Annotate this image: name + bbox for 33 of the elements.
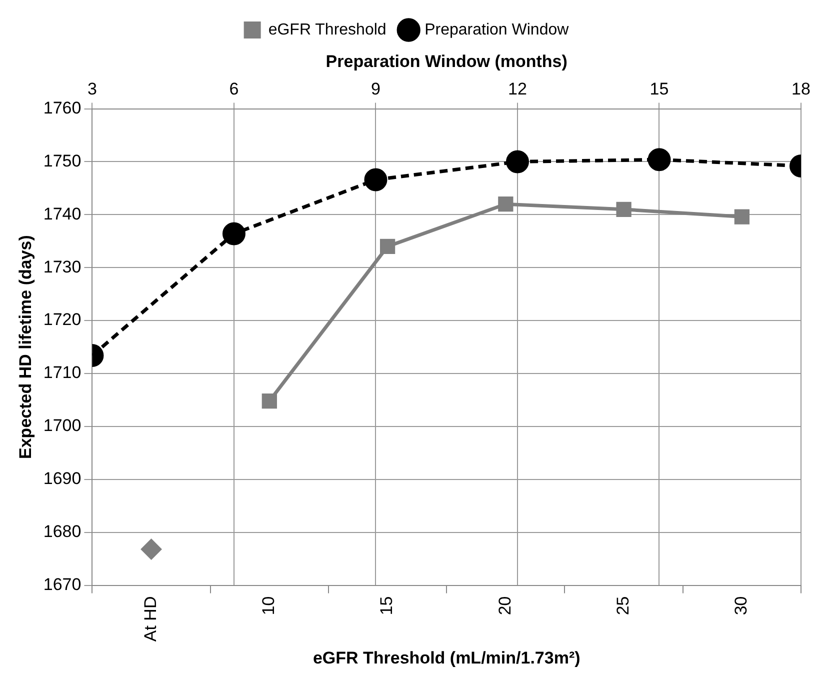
x2-tick-label: 18 — [792, 79, 810, 98]
y-tick-label: 1710 — [43, 363, 82, 382]
x2-tick-label: 6 — [229, 79, 239, 98]
x-tick-label: 20 — [495, 596, 514, 616]
y-tick-label: 1730 — [43, 257, 82, 276]
x2-axis-title: Preparation Window (months) — [326, 52, 568, 71]
x2-tick-label: 12 — [508, 79, 527, 98]
y-tick-label: 1720 — [43, 310, 82, 330]
x-axis-title: eGFR Threshold (mL/min/1.73m²) — [312, 648, 580, 668]
y-tick-label: 1700 — [43, 416, 82, 436]
point — [262, 393, 277, 409]
x-tick-label: 30 — [732, 596, 751, 616]
y-tick-label: 1750 — [43, 151, 82, 170]
x2-tick-label: 3 — [87, 79, 97, 98]
x2-tick-label: 15 — [650, 79, 669, 98]
y-tick-label: 1690 — [43, 469, 82, 488]
point — [734, 209, 750, 224]
y-axis-title: Expected HD lifetime (days) — [16, 235, 35, 459]
x-tick-label: At HD — [140, 596, 160, 642]
legend-label: eGFR Threshold — [268, 21, 386, 38]
y-tick-label: 1680 — [43, 522, 82, 542]
legend-label: Preparation Window — [424, 21, 570, 38]
y-tick-label: 1670 — [43, 574, 82, 594]
point — [380, 238, 396, 254]
point — [616, 202, 632, 217]
point — [140, 538, 162, 560]
x-tick-label: 10 — [259, 596, 278, 616]
x2-tick-label: 9 — [370, 79, 380, 98]
point — [498, 196, 514, 212]
y-tick-label: 1760 — [43, 98, 82, 118]
x-tick-label: 25 — [613, 596, 632, 616]
x-tick-label: 15 — [377, 596, 396, 616]
y-tick-label: 1740 — [43, 204, 82, 224]
